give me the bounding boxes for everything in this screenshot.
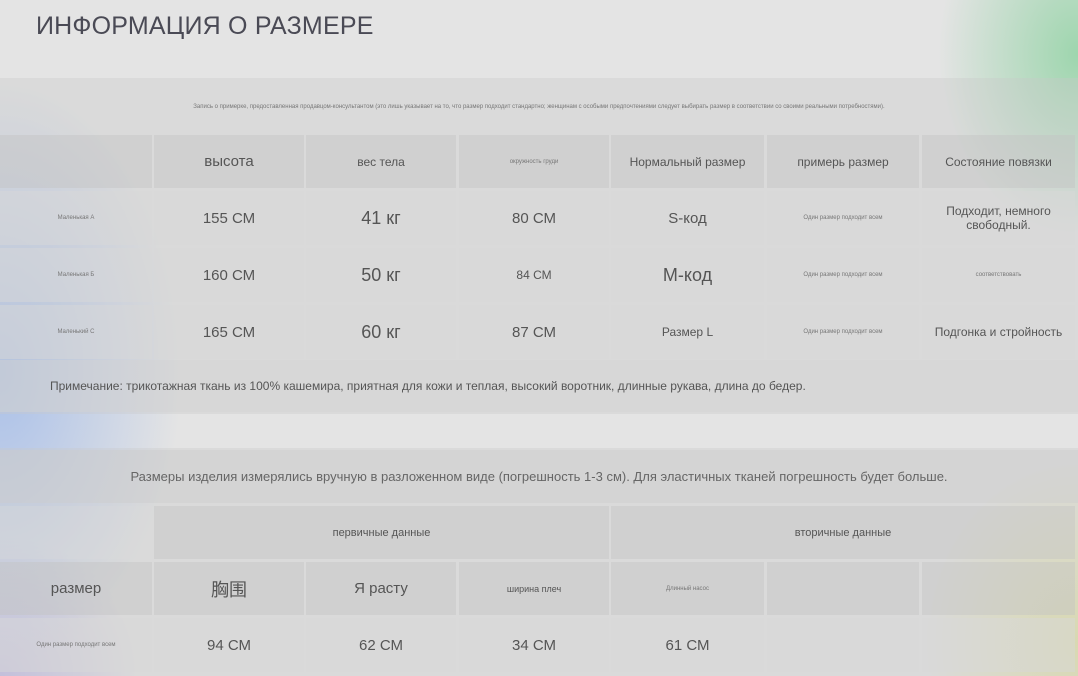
column-header: окружность груди bbox=[459, 135, 609, 188]
table-cell: 61 СМ bbox=[611, 618, 764, 672]
table-cell: Подходит, немного свободный. bbox=[922, 191, 1075, 245]
row-label: Маленькая Б bbox=[0, 248, 152, 302]
table-cell: 87 СМ bbox=[459, 305, 609, 359]
column-header: Длинный насос bbox=[611, 562, 764, 615]
column-header bbox=[767, 562, 919, 615]
table-cell: Один размер подходит всем bbox=[767, 248, 919, 302]
column-header bbox=[922, 562, 1075, 615]
column-header: Нормальный размер bbox=[611, 135, 764, 188]
measurement-notice: Размеры изделия измерялись вручную в раз… bbox=[0, 450, 1078, 503]
column-header: 胸围 bbox=[154, 562, 304, 615]
column-header: вес тела bbox=[306, 135, 456, 188]
table-cell bbox=[767, 618, 919, 672]
table-cell: 60 кг bbox=[306, 305, 456, 359]
group-primary: первичные данные bbox=[154, 506, 609, 559]
table-cell: соответствовать bbox=[922, 248, 1075, 302]
table-cell: 62 СМ bbox=[306, 618, 456, 672]
table-cell: 50 кг bbox=[306, 248, 456, 302]
row-label: Маленький С bbox=[0, 305, 152, 359]
table-cell: 160 СМ bbox=[154, 248, 304, 302]
fabric-note: Примечание: трикотажная ткань из 100% ка… bbox=[0, 360, 1078, 412]
table-cell: 41 кг bbox=[306, 191, 456, 245]
table-cell: Размер L bbox=[611, 305, 764, 359]
row-label: Один размер подходит всем bbox=[0, 618, 152, 672]
table-cell: 155 СМ bbox=[154, 191, 304, 245]
table-cell: Один размер подходит всем bbox=[767, 305, 919, 359]
size-label: размер bbox=[0, 562, 152, 615]
column-header: высота bbox=[154, 135, 304, 188]
table-cell: Подгонка и стройность bbox=[922, 305, 1075, 359]
table-cell: 94 СМ bbox=[154, 618, 304, 672]
group-secondary: вторичные данные bbox=[611, 506, 1075, 559]
row-label: Маленькая А bbox=[0, 191, 152, 245]
table-cell: 165 СМ bbox=[154, 305, 304, 359]
table-cell bbox=[922, 618, 1075, 672]
column-header: Состояние повязки bbox=[922, 135, 1075, 188]
empty-corner bbox=[0, 506, 152, 559]
fitting-note: Запись о примерке, предоставленная прода… bbox=[193, 104, 885, 110]
column-header: Я расту bbox=[306, 562, 456, 615]
table-cell: 84 СМ bbox=[459, 248, 609, 302]
column-header: примерь размер bbox=[767, 135, 919, 188]
table-cell: S-код bbox=[611, 191, 764, 245]
table-cell: М-код bbox=[611, 248, 764, 302]
page-title: ИНФОРМАЦИЯ О РАЗМЕРЕ bbox=[36, 12, 374, 40]
empty-corner bbox=[0, 135, 152, 188]
table-cell: 34 СМ bbox=[459, 618, 609, 672]
column-header: ширина плеч bbox=[459, 562, 609, 615]
table-cell: 80 СМ bbox=[459, 191, 609, 245]
table-cell: Один размер подходит всем bbox=[767, 191, 919, 245]
